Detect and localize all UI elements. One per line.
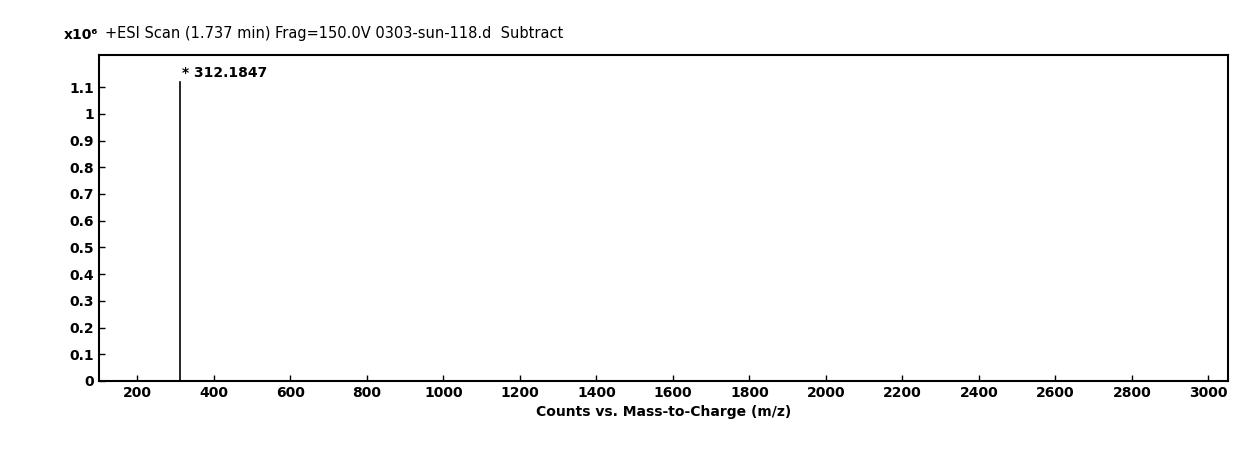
X-axis label: Counts vs. Mass-to-Charge (m/z): Counts vs. Mass-to-Charge (m/z) <box>536 405 791 420</box>
Text: * 312.1847: * 312.1847 <box>182 67 268 80</box>
Text: x10⁶: x10⁶ <box>63 28 98 42</box>
Text: +ESI Scan (1.737 min) Frag=150.0V 0303-sun-118.d  Subtract: +ESI Scan (1.737 min) Frag=150.0V 0303-s… <box>105 26 564 41</box>
